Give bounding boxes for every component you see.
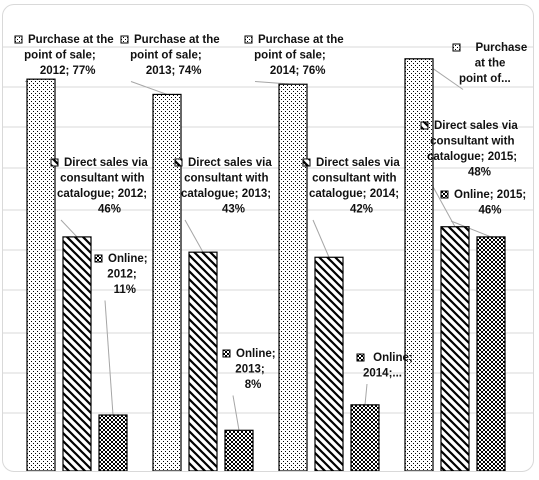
data-label-line: Purchase at the bbox=[258, 34, 344, 46]
data-label-line: catalogue; 2012; bbox=[57, 188, 147, 200]
data-label-diagonal-2013: Direct sales via consultant with catalogue… bbox=[174, 157, 272, 216]
data-label-line: 46% bbox=[98, 204, 121, 216]
data-label-line: at the bbox=[475, 58, 506, 70]
bar-diagonal-2012 bbox=[62, 236, 92, 471]
leader-line bbox=[450, 220, 492, 238]
data-label-dots-2014: Purchase at the point of sale; 2014; 76% bbox=[244, 34, 344, 77]
data-label-line: Online; bbox=[373, 352, 413, 364]
bar-diagonal-2013 bbox=[188, 251, 218, 471]
bar-dots-2012 bbox=[26, 78, 56, 471]
data-label-line: point of sale; bbox=[130, 50, 202, 62]
data-label-line: Online; 2015; bbox=[454, 189, 526, 201]
leader-line bbox=[60, 219, 78, 238]
data-label-line: Purchase bbox=[475, 42, 527, 54]
data-label-line: Purchase at the bbox=[134, 34, 220, 46]
bar-diagonal-2015 bbox=[440, 226, 470, 471]
data-label-line: point of sale; bbox=[24, 50, 96, 62]
bar-dots-2013 bbox=[152, 93, 182, 471]
data-label-line: 2014; 76% bbox=[270, 65, 326, 77]
data-label-line: 11% bbox=[114, 284, 136, 296]
data-label-dots-2013: Purchase at the point of sale; 2013; 74% bbox=[120, 34, 220, 77]
data-label-checker-2014: Online; 2014;... bbox=[356, 352, 413, 380]
data-label-line: catalogue; 2014; bbox=[309, 188, 399, 200]
leader-line bbox=[430, 182, 456, 227]
data-label-line: catalogue; 2013; bbox=[181, 188, 271, 200]
data-label-line: Purchase at the bbox=[28, 34, 114, 46]
data-label-line: 2012; bbox=[107, 269, 136, 281]
leader-line bbox=[104, 300, 114, 416]
bar-dots-2015 bbox=[404, 58, 434, 471]
legend-key-checker bbox=[94, 254, 103, 263]
leader-line bbox=[130, 81, 168, 95]
legend-key-checker bbox=[222, 349, 231, 358]
data-label-line: 2014;... bbox=[363, 368, 402, 380]
leader-line bbox=[364, 383, 368, 405]
data-label-line: Online; bbox=[236, 348, 276, 360]
legend-key-diagonal bbox=[302, 158, 311, 167]
data-label-diagonal-2015: Direct sales via consultant with catalogue… bbox=[420, 120, 518, 179]
data-label-dots-2015: Purchase at the point of... bbox=[452, 42, 527, 85]
data-label-diagonal-2014: Direct sales via consultant with catalogue… bbox=[302, 157, 400, 216]
data-label-diagonal-2012: Direct sales via consultant with catalogue… bbox=[50, 157, 148, 216]
data-label-line: point of... bbox=[459, 73, 511, 85]
data-label-line: 2012; 77% bbox=[40, 65, 96, 77]
data-label-line: consultant with bbox=[60, 173, 144, 185]
legend-key-dots bbox=[120, 35, 129, 44]
bar-checker-2014 bbox=[350, 404, 380, 471]
bar-checker-2015 bbox=[476, 236, 506, 471]
legend-key-diagonal bbox=[420, 121, 429, 130]
data-label-line: Online; bbox=[108, 253, 148, 265]
leader-line bbox=[184, 219, 204, 253]
data-label-line: 48% bbox=[468, 167, 491, 179]
data-label-line: Direct sales via bbox=[64, 157, 148, 169]
legend-key-dots bbox=[14, 35, 23, 44]
data-label-line: 43% bbox=[222, 204, 245, 216]
data-label-line: Direct sales via bbox=[434, 120, 518, 132]
legend-key-diagonal bbox=[50, 158, 59, 167]
data-label-line: 46% bbox=[479, 205, 502, 217]
bar-checker-2012 bbox=[98, 414, 128, 471]
data-label-line: consultant with bbox=[312, 173, 396, 185]
data-label-line: Direct sales via bbox=[188, 157, 272, 169]
legend-key-checker bbox=[440, 190, 449, 199]
legend-key-checker bbox=[356, 353, 365, 362]
bars bbox=[26, 58, 506, 471]
data-label-checker-2015: Online; 2015; 46% bbox=[440, 189, 526, 217]
bar-checker-2013 bbox=[224, 429, 254, 471]
data-label-checker-2012: Online; 2012; 11% bbox=[94, 253, 148, 296]
bar-dots-2014 bbox=[278, 83, 308, 471]
data-label-line: point of sale; bbox=[254, 50, 326, 62]
data-label-dots-2012: Purchase at the point of sale; 2012; 77% bbox=[14, 34, 114, 77]
data-label-line: consultant with bbox=[184, 173, 268, 185]
data-label-line: 2013; 74% bbox=[146, 65, 202, 77]
legend-key-dots bbox=[244, 35, 253, 44]
data-label-line: catalogue; 2015; bbox=[427, 151, 517, 163]
chart-frame: Purchase at the point of sale; 2012; 77% Pu… bbox=[2, 4, 534, 472]
data-label-line: 2013; bbox=[235, 364, 264, 376]
legend-key-dots bbox=[452, 43, 461, 52]
data-label-line: 42% bbox=[350, 204, 373, 216]
data-label-line: consultant with bbox=[430, 136, 514, 148]
legend-key-diagonal bbox=[174, 158, 183, 167]
bar-diagonal-2014 bbox=[314, 256, 344, 471]
leader-line bbox=[232, 395, 240, 431]
data-label-line: 8% bbox=[245, 379, 262, 391]
data-label-checker-2013: Online; 2013; 8% bbox=[222, 348, 276, 391]
data-label-line: Direct sales via bbox=[316, 157, 400, 169]
leader-line bbox=[312, 219, 330, 258]
